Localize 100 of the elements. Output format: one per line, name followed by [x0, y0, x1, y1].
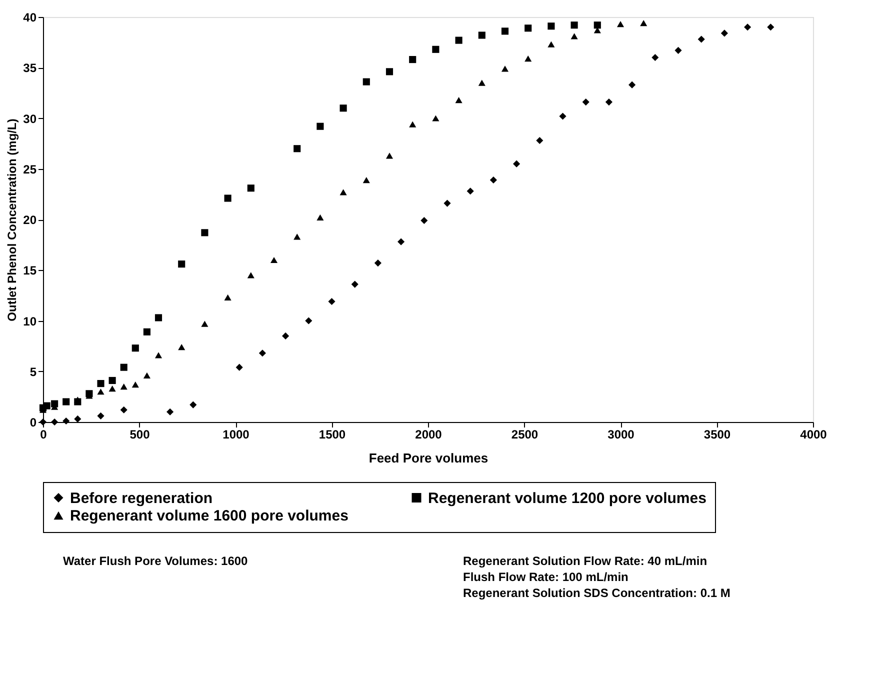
- point: [120, 384, 128, 390]
- point: [108, 376, 116, 384]
- point: [132, 344, 139, 352]
- point: [178, 260, 186, 268]
- point: [444, 200, 451, 207]
- point: [478, 32, 486, 39]
- point: [166, 408, 174, 416]
- text: Water Flush Pore Volumes: 1600: [63, 554, 248, 568]
- point: [201, 320, 208, 327]
- point: [224, 294, 232, 301]
- point: [236, 364, 243, 371]
- legend-label: Before regeneration: [70, 490, 213, 507]
- point: [432, 46, 440, 53]
- point: [362, 78, 370, 86]
- point: [247, 184, 254, 192]
- legend-label: Regenerant volume 1200 pore volumes: [428, 490, 706, 507]
- point: [74, 415, 82, 422]
- point: [605, 98, 612, 106]
- point: [258, 350, 266, 357]
- x-tick-label: 0: [40, 428, 48, 442]
- legend-label: Regenerant volume 1600 pore volumes: [70, 508, 348, 524]
- point: [409, 56, 416, 64]
- x-tick-label: 2000: [415, 428, 442, 442]
- point: [120, 406, 128, 414]
- x-tick-label: 1500: [318, 428, 346, 442]
- x-axis-title: Feed Pore volumes: [368, 450, 488, 466]
- point: [432, 115, 440, 122]
- point: [524, 24, 532, 32]
- text: Regenerant Solution Flow Rate: 40 mL/min: [463, 554, 708, 568]
- point: [120, 364, 128, 371]
- y-axis-title: Outlet Phenol Concentration (mg/L): [5, 118, 20, 322]
- point: [640, 20, 648, 26]
- point: [409, 121, 416, 128]
- point: [97, 412, 104, 420]
- point: [154, 352, 162, 358]
- y-tick-label: 40: [23, 10, 37, 24]
- text: Regenerant Solution SDS Concentration: 0.1 M: [463, 586, 730, 600]
- point: [97, 380, 104, 388]
- x-tick-label: 500: [130, 428, 150, 442]
- point: [548, 22, 555, 30]
- point: [351, 280, 358, 288]
- x-tick-label: 4000: [800, 428, 828, 442]
- point: [513, 160, 520, 168]
- point: [294, 234, 301, 240]
- point: [386, 152, 394, 159]
- y-tick-label: 35: [23, 61, 37, 76]
- point: [340, 104, 347, 112]
- point: [652, 54, 659, 62]
- point: [178, 344, 186, 350]
- point: [455, 36, 462, 44]
- y-tick-label: 0: [30, 416, 37, 430]
- point: [455, 96, 462, 104]
- x-tick-label: 2500: [511, 428, 538, 442]
- y-tick-label: 30: [23, 112, 37, 126]
- point: [466, 188, 474, 195]
- point: [74, 396, 82, 403]
- point: [698, 36, 705, 43]
- point: [478, 80, 486, 86]
- x-tick-label: 1000: [222, 428, 250, 442]
- x-tick-label: 3000: [608, 428, 635, 442]
- point: [294, 145, 301, 152]
- point: [490, 176, 497, 184]
- point: [559, 112, 566, 120]
- y-tick-label: 20: [23, 213, 37, 227]
- point: [143, 328, 150, 336]
- point: [201, 229, 208, 236]
- point: [420, 216, 428, 224]
- point: [548, 41, 555, 48]
- point: [570, 22, 578, 29]
- point: [582, 98, 590, 106]
- point: [594, 22, 601, 29]
- point: [62, 417, 70, 425]
- point: [536, 136, 544, 144]
- point: [744, 24, 752, 31]
- y-tick-label: 10: [23, 314, 37, 328]
- point: [270, 256, 278, 264]
- point: [143, 372, 150, 378]
- point: [628, 81, 636, 88]
- point: [374, 260, 382, 267]
- text: Flush Flow Rate: 100 mL/min: [463, 570, 628, 584]
- point: [362, 176, 370, 184]
- point: [97, 388, 104, 395]
- point: [328, 298, 336, 306]
- point: [501, 66, 509, 72]
- point: [398, 238, 405, 246]
- point: [316, 122, 324, 130]
- point: [616, 21, 624, 28]
- point: [62, 398, 70, 406]
- point: [316, 214, 324, 221]
- x-tick-label: 3500: [704, 428, 731, 442]
- point: [108, 386, 116, 392]
- point: [570, 33, 578, 40]
- point: [340, 189, 347, 196]
- y-tick-label: 25: [23, 162, 37, 176]
- point: [305, 317, 312, 324]
- point: [720, 30, 728, 37]
- point: [132, 381, 139, 388]
- point: [224, 194, 232, 202]
- point: [190, 401, 197, 408]
- point: [501, 28, 509, 35]
